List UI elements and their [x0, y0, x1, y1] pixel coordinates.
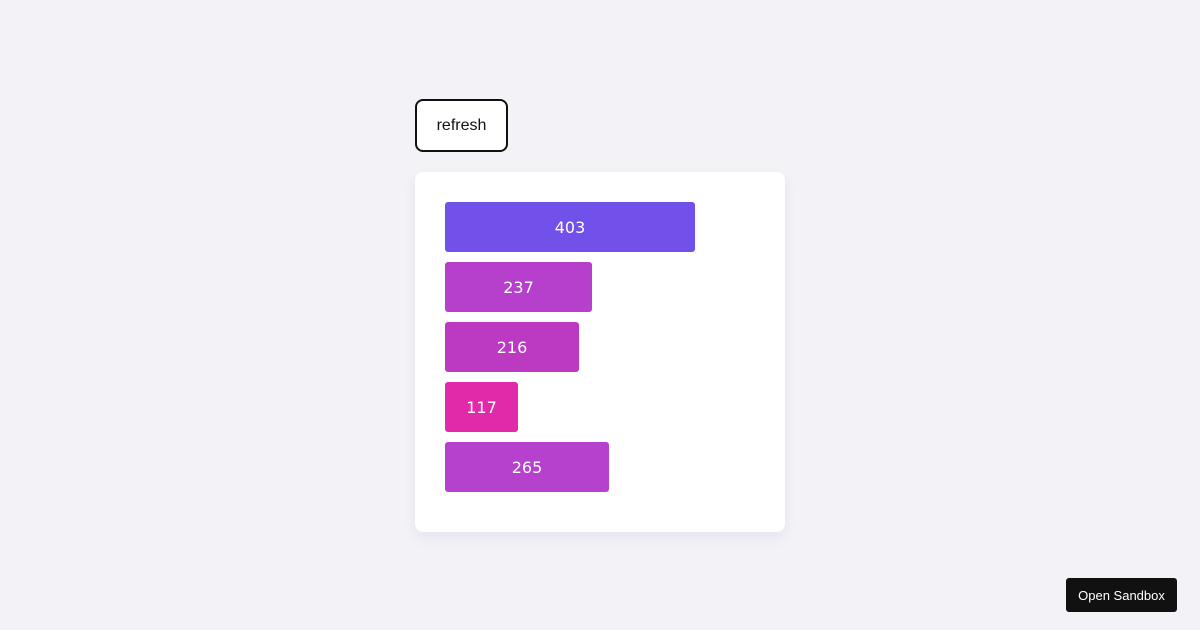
bar-4: 117	[445, 382, 518, 432]
bar-2: 237	[445, 262, 592, 312]
bar-1: 403	[445, 202, 695, 252]
bar-3: 216	[445, 322, 579, 372]
chart-card: 403 237 216 117 265	[415, 172, 785, 532]
open-sandbox-button[interactable]: Open Sandbox	[1066, 578, 1177, 612]
bar-chart: 403 237 216 117 265	[445, 202, 755, 492]
bar-5: 265	[445, 442, 609, 492]
refresh-button[interactable]: refresh	[415, 99, 508, 152]
